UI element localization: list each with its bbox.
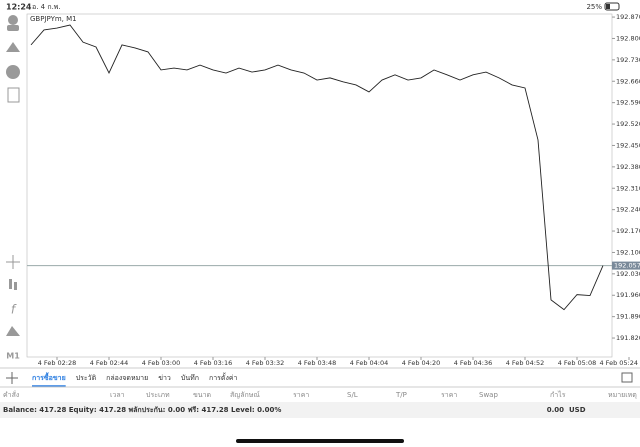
chat-icon[interactable] bbox=[6, 65, 20, 79]
y-tick-label: 192.590 bbox=[616, 99, 640, 107]
indicator-icon[interactable]: f bbox=[11, 303, 17, 317]
add-button[interactable] bbox=[6, 372, 18, 384]
profit: 0.00 bbox=[547, 406, 564, 414]
y-tick-label: 192.450 bbox=[616, 141, 640, 149]
table-header: คำสั่ง เวลา ประเภท ขนาด สัญลักษณ์ ราคา S/L T/P ร… bbox=[3, 390, 637, 399]
x-tick-label: 4 Feb 03:48 bbox=[298, 359, 337, 367]
x-tick-label: 4 Feb 02:28 bbox=[38, 359, 77, 367]
y-tick-label: 192.870 bbox=[616, 13, 640, 21]
x-tick-label: 4 Feb 03:16 bbox=[194, 359, 233, 367]
home-indicator bbox=[236, 439, 404, 443]
y-tick-label: 192.170 bbox=[616, 227, 640, 235]
column-header: เวลา bbox=[110, 391, 125, 399]
x-tick-label: 4 Feb 02:44 bbox=[90, 359, 129, 367]
tab[interactable]: ประวัติ bbox=[76, 374, 97, 382]
column-header: หมายเหตุ bbox=[608, 391, 637, 399]
crosshair-icon[interactable] bbox=[6, 255, 20, 269]
x-tick-label: 4 Feb 04:20 bbox=[402, 359, 441, 367]
objects-icon[interactable] bbox=[6, 326, 20, 336]
tab[interactable]: ข่าว bbox=[158, 374, 171, 382]
column-header: ขนาด bbox=[193, 391, 211, 399]
price-line bbox=[30, 24, 604, 311]
column-header: คำสั่ง bbox=[3, 390, 19, 399]
column-header: S/L bbox=[347, 391, 358, 399]
x-tick-label: 4 Feb 04:04 bbox=[350, 359, 389, 367]
tab[interactable]: การซื้อขาย bbox=[32, 371, 66, 382]
column-header: Swap bbox=[479, 391, 498, 399]
y-tick-label: 191.820 bbox=[616, 334, 640, 342]
plot-frame bbox=[26, 13, 613, 358]
battery-icon bbox=[604, 2, 620, 11]
new-order-icon[interactable] bbox=[7, 87, 20, 103]
current-price-label: 192.057 bbox=[614, 262, 640, 270]
y-tick-label: 192.660 bbox=[616, 77, 640, 85]
y-tick-label: 192.030 bbox=[616, 270, 640, 278]
plot: 191.820 191.890 191.960 192.030 192.100 192.1… bbox=[27, 13, 640, 367]
column-header: กำไร bbox=[550, 390, 566, 399]
x-tick-label: 4 Feb 04:36 bbox=[454, 359, 493, 367]
column-header: T/P bbox=[395, 391, 407, 399]
x-tick-label: 4 Feb 05:24 bbox=[599, 359, 638, 367]
y-tick-label: 192.520 bbox=[616, 120, 640, 128]
timeframe[interactable]: M1 bbox=[6, 352, 20, 361]
y-tick-label: 192.240 bbox=[616, 206, 640, 214]
tabs: การซื้อขาย ประวัติ กล่องจดหมาย ข่าว บันทึก กา… bbox=[32, 371, 238, 387]
y-tick-label: 192.310 bbox=[616, 184, 640, 192]
y-tick-label: 192.380 bbox=[616, 163, 640, 171]
y-tick-label: 192.730 bbox=[616, 56, 640, 64]
current-price-box bbox=[612, 261, 640, 270]
column-header: สัญลักษณ์ bbox=[230, 391, 260, 399]
account-icon[interactable] bbox=[8, 15, 18, 25]
candle-icon-2 bbox=[14, 282, 17, 290]
x-tick-label: 4 Feb 03:00 bbox=[142, 359, 181, 367]
y-tick-label: 192.800 bbox=[616, 34, 640, 42]
layout-button[interactable] bbox=[621, 372, 633, 383]
column-header: ประเภท bbox=[146, 391, 170, 399]
balance-row bbox=[0, 402, 640, 418]
account-icon-body bbox=[7, 25, 19, 31]
y-tick-label: 192.100 bbox=[616, 248, 640, 256]
tab[interactable]: กล่องจดหมาย bbox=[106, 374, 148, 382]
y-tick-label: 191.960 bbox=[616, 291, 640, 299]
battery-level bbox=[606, 4, 610, 9]
side-toolbar: f M1 bbox=[6, 15, 20, 361]
y-tick-label: 191.890 bbox=[616, 313, 640, 321]
tab[interactable]: การตั้งค่า bbox=[209, 371, 238, 382]
tab[interactable]: บันทึก bbox=[181, 373, 199, 382]
candle-icon[interactable] bbox=[9, 279, 12, 289]
balance-text: Balance: 417.28 Equity: 417.28 พลักประกั… bbox=[3, 406, 281, 414]
status-time: 12:24 bbox=[6, 3, 32, 12]
x-tick-label: 4 Feb 04:52 bbox=[506, 359, 545, 367]
column-header: ราคา bbox=[441, 391, 457, 399]
column-header: ราคา bbox=[293, 391, 309, 399]
status-battery: 25% bbox=[586, 3, 602, 11]
x-tick-label: 4 Feb 05:08 bbox=[558, 359, 597, 367]
trade-icon[interactable] bbox=[6, 42, 20, 52]
currency: USD bbox=[569, 406, 586, 414]
status-date: อ. 4 ก.พ. bbox=[32, 3, 61, 11]
x-tick-label: 4 Feb 03:32 bbox=[246, 359, 285, 367]
chart-title: GBPJPYm, M1 bbox=[30, 15, 77, 23]
